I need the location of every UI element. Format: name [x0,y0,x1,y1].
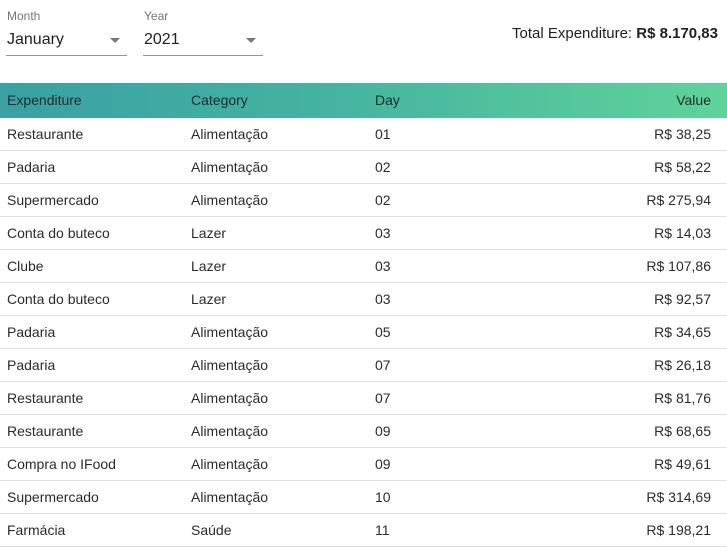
cell-day: 09 [375,456,391,472]
select-underline [143,55,263,56]
table-header: Expenditure Category Day Value [0,83,727,118]
cell-day: 03 [375,225,391,241]
cell-value: R$ 198,21 [646,522,711,538]
cell-expenditure: Compra no IFood [7,456,116,472]
cell-category: Saúde [191,522,232,538]
table-row[interactable]: Supermercado Alimentação 02 R$ 275,94 [0,184,727,217]
cell-category: Alimentação [191,423,269,439]
table-row[interactable]: Supermercado Alimentação 10 R$ 314,69 [0,481,727,514]
cell-day: 02 [375,192,391,208]
cell-day: 02 [375,159,391,175]
cell-day: 03 [375,258,391,274]
cell-expenditure: Padaria [7,324,56,340]
cell-day: 10 [375,489,391,505]
cell-value: R$ 34,65 [654,324,711,340]
cell-category: Alimentação [191,192,269,208]
header-value[interactable]: Value [676,92,711,108]
cell-value: R$ 14,03 [654,225,711,241]
table-row[interactable]: Compra no IFood Alimentação 09 R$ 49,61 [0,448,727,481]
cell-value: R$ 107,86 [646,258,711,274]
total-expenditure: Total Expenditure: R$ 8.170,83 [512,25,718,42]
cell-day: 01 [375,126,391,142]
cell-day: 03 [375,291,391,307]
table-row[interactable]: Clube Lazer 03 R$ 107,86 [0,250,727,283]
cell-value: R$ 81,76 [654,390,711,406]
cell-category: Alimentação [191,357,269,373]
expenses-table: Expenditure Category Day Value Restauran… [0,83,727,547]
cell-expenditure: Conta do buteco [7,291,110,307]
cell-category: Lazer [191,258,227,274]
cell-category: Alimentação [191,324,269,340]
year-select[interactable]: Year 2021 [143,6,263,56]
dropdown-arrow-icon[interactable] [246,38,256,43]
table-row[interactable]: Restaurante Alimentação 01 R$ 38,25 [0,118,727,151]
cell-category: Alimentação [191,390,269,406]
month-label: Month [7,9,41,23]
dropdown-arrow-icon[interactable] [110,38,120,43]
cell-value: R$ 275,94 [646,192,711,208]
select-underline [6,55,127,56]
month-select[interactable]: Month January [6,6,127,56]
total-label: Total Expenditure: [512,25,633,42]
cell-expenditure: Padaria [7,357,56,373]
header-day[interactable]: Day [375,92,400,108]
cell-expenditure: Supermercado [7,489,99,505]
table-row[interactable]: Restaurante Alimentação 07 R$ 81,76 [0,382,727,415]
cell-category: Alimentação [191,456,269,472]
cell-day: 07 [375,357,391,373]
cell-category: Alimentação [191,126,269,142]
year-label: Year [144,9,169,23]
table-row[interactable]: Restaurante Alimentação 09 R$ 68,65 [0,415,727,448]
table-row[interactable]: Padaria Alimentação 07 R$ 26,18 [0,349,727,382]
cell-expenditure: Restaurante [7,390,84,406]
cell-category: Alimentação [191,489,269,505]
cell-expenditure: Supermercado [7,192,99,208]
cell-expenditure: Conta do buteco [7,225,110,241]
table-row[interactable]: Conta do buteco Lazer 03 R$ 14,03 [0,217,727,250]
table-row[interactable]: Conta do buteco Lazer 03 R$ 92,57 [0,283,727,316]
table-row[interactable]: Farmácia Saúde 11 R$ 198,21 [0,514,727,547]
cell-value: R$ 68,65 [654,423,711,439]
table-body: Restaurante Alimentação 01 R$ 38,25 Padaria A… [0,118,727,547]
cell-day: 05 [375,324,391,340]
table-row[interactable]: Padaria Alimentação 02 R$ 58,22 [0,151,727,184]
cell-value: R$ 26,18 [654,357,711,373]
total-value: R$ 8.170,83 [636,25,718,42]
cell-day: 09 [375,423,391,439]
header-expenditure[interactable]: Expenditure [7,92,82,108]
cell-expenditure: Restaurante [7,423,84,439]
cell-value: R$ 49,61 [654,456,711,472]
cell-category: Alimentação [191,159,269,175]
cell-value: R$ 314,69 [646,489,711,505]
cell-expenditure: Farmácia [7,522,66,538]
cell-value: R$ 38,25 [654,126,711,142]
cell-day: 11 [375,522,390,538]
cell-category: Lazer [191,225,227,241]
table-row[interactable]: Padaria Alimentação 05 R$ 34,65 [0,316,727,349]
year-value[interactable]: 2021 [144,31,180,48]
cell-value: R$ 92,57 [654,291,711,307]
cell-expenditure: Padaria [7,159,56,175]
cell-expenditure: Clube [7,258,44,274]
cell-expenditure: Restaurante [7,126,84,142]
cell-day: 07 [375,390,391,406]
header-category[interactable]: Category [191,92,248,108]
cell-value: R$ 58,22 [654,159,711,175]
month-value[interactable]: January [7,31,64,48]
cell-category: Lazer [191,291,227,307]
